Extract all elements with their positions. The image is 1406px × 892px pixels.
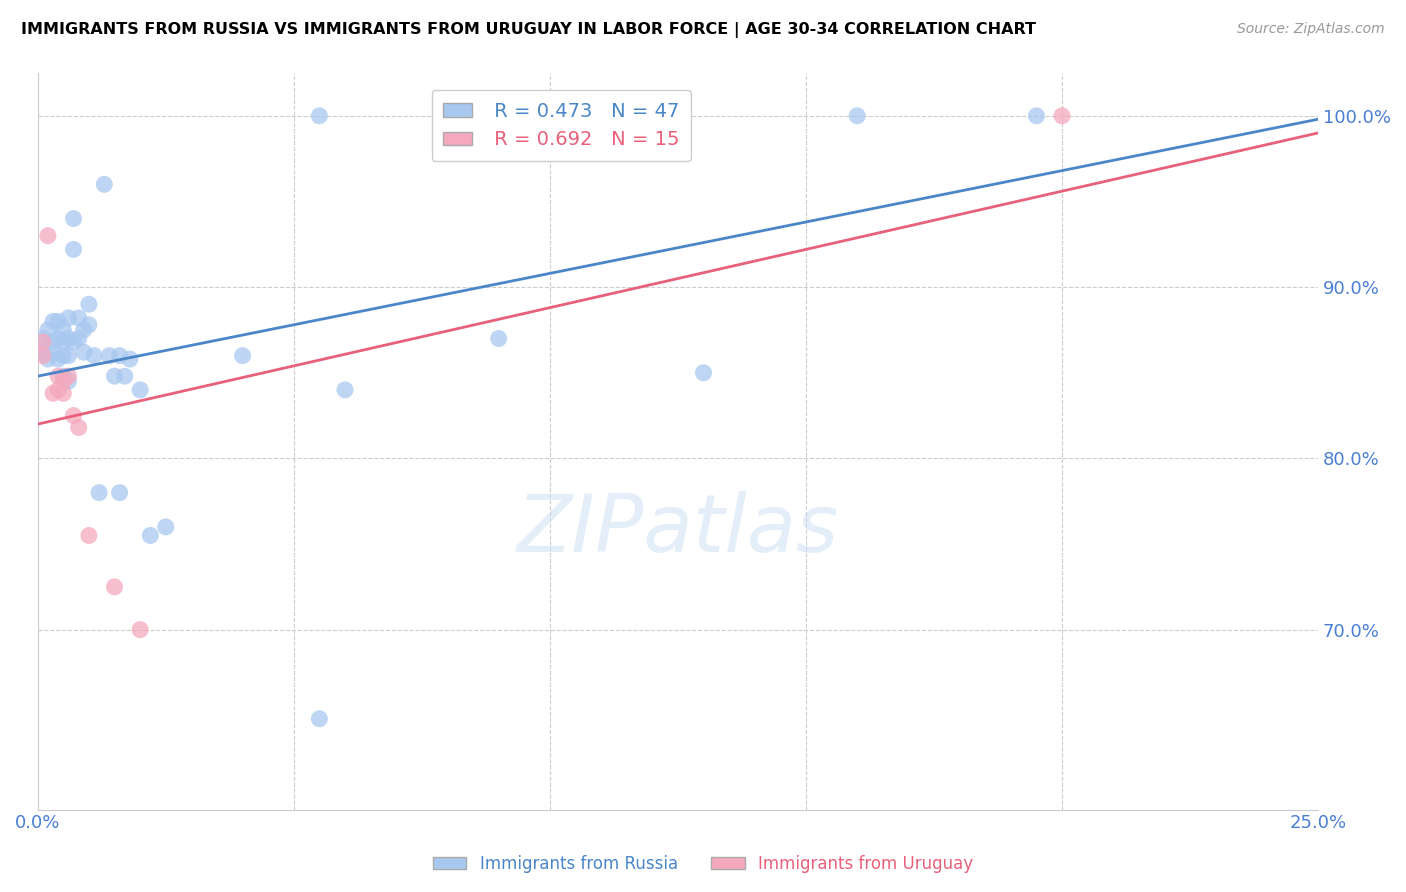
Text: IMMIGRANTS FROM RUSSIA VS IMMIGRANTS FROM URUGUAY IN LABOR FORCE | AGE 30-34 COR: IMMIGRANTS FROM RUSSIA VS IMMIGRANTS FRO… — [21, 22, 1036, 38]
Point — [42, 345, 65, 359]
Point — [37, 352, 59, 367]
Point — [692, 366, 714, 380]
Point — [846, 109, 869, 123]
Point — [129, 623, 152, 637]
Point — [37, 323, 59, 337]
Point — [129, 383, 152, 397]
Point — [114, 369, 136, 384]
Point — [37, 228, 59, 243]
Point — [52, 349, 75, 363]
Point — [58, 331, 80, 345]
Point — [232, 349, 254, 363]
Point — [98, 349, 121, 363]
Point — [31, 334, 53, 349]
Point — [83, 349, 105, 363]
Point — [108, 349, 131, 363]
Point — [42, 334, 65, 349]
Point — [118, 352, 141, 367]
Point — [73, 323, 96, 337]
Point — [77, 528, 100, 542]
Point — [73, 345, 96, 359]
Point — [46, 331, 69, 345]
Point — [52, 334, 75, 349]
Point — [103, 369, 125, 384]
Point — [67, 331, 90, 345]
Point — [42, 314, 65, 328]
Point — [58, 349, 80, 363]
Point — [308, 109, 330, 123]
Point — [108, 485, 131, 500]
Text: ZIPatlas: ZIPatlas — [517, 491, 839, 568]
Point — [1025, 109, 1047, 123]
Legend: Immigrants from Russia, Immigrants from Uruguay: Immigrants from Russia, Immigrants from … — [426, 848, 980, 880]
Point — [155, 520, 177, 534]
Point — [31, 345, 53, 359]
Point — [67, 420, 90, 434]
Point — [52, 369, 75, 384]
Point — [89, 485, 111, 500]
Point — [46, 352, 69, 367]
Point — [52, 386, 75, 401]
Point — [103, 580, 125, 594]
Point — [46, 383, 69, 397]
Point — [58, 310, 80, 325]
Point — [31, 331, 53, 345]
Point — [58, 369, 80, 384]
Point — [46, 369, 69, 384]
Point — [77, 297, 100, 311]
Point — [52, 323, 75, 337]
Point — [62, 334, 84, 349]
Point — [333, 383, 356, 397]
Point — [46, 314, 69, 328]
Point — [62, 211, 84, 226]
Point — [67, 310, 90, 325]
Point — [77, 318, 100, 332]
Point — [308, 712, 330, 726]
Text: Source: ZipAtlas.com: Source: ZipAtlas.com — [1237, 22, 1385, 37]
Point — [93, 178, 115, 192]
Point — [488, 331, 510, 345]
Point — [62, 409, 84, 423]
Point — [62, 243, 84, 257]
Point — [1050, 109, 1073, 123]
Point — [58, 374, 80, 388]
Point — [52, 374, 75, 388]
Legend:  R = 0.473   N = 47,  R = 0.692   N = 15: R = 0.473 N = 47, R = 0.692 N = 15 — [432, 90, 692, 161]
Point — [31, 349, 53, 363]
Point — [42, 386, 65, 401]
Point — [139, 528, 162, 542]
